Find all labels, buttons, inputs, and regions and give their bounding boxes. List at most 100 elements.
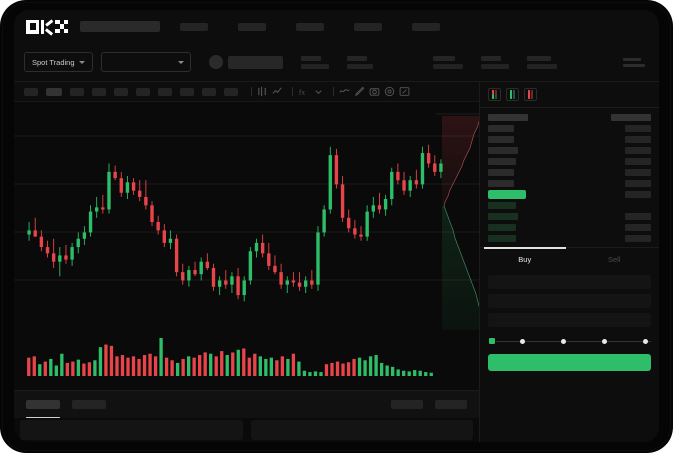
orderbook-ask-row[interactable] xyxy=(480,123,659,134)
trend-icon[interactable] xyxy=(339,86,350,97)
price-field[interactable] xyxy=(488,275,651,289)
timeframe-5m[interactable] xyxy=(46,87,62,96)
slider-stop-50[interactable] xyxy=(561,338,566,344)
orderbook-mode-both-icon[interactable] xyxy=(488,88,501,101)
order-panel-actions xyxy=(391,400,467,409)
toolbar-divider xyxy=(333,87,334,96)
orderbook-mode-bids-icon[interactable] xyxy=(506,88,519,101)
candlestick-chart-icon[interactable] xyxy=(257,86,268,97)
trade-tabs: Buy Sell xyxy=(480,247,659,270)
orderbook-mode-asks-icon[interactable] xyxy=(524,88,537,101)
tab-buy-label: Buy xyxy=(518,255,532,264)
slider-stop-75[interactable] xyxy=(602,338,607,344)
orderbook-bid-row[interactable] xyxy=(480,233,659,244)
indicators-icon[interactable]: fx xyxy=(298,86,309,97)
timeframe-1m[interactable] xyxy=(24,87,38,96)
drawing-tools-icon[interactable] xyxy=(354,86,365,97)
orderbook-ask-row[interactable] xyxy=(480,156,659,167)
stat-high xyxy=(346,55,373,69)
orderbook-ask-row[interactable] xyxy=(480,134,659,145)
stat-change xyxy=(300,55,329,69)
order-panel-tabs xyxy=(14,390,479,418)
slider-stop-25[interactable] xyxy=(520,338,525,344)
pair-selector[interactable] xyxy=(100,52,191,72)
tab-sell[interactable]: Sell xyxy=(570,248,660,270)
logo-glyph-o xyxy=(26,19,39,34)
total-field[interactable] xyxy=(488,313,651,327)
app-header xyxy=(14,10,659,43)
fullscreen-icon[interactable] xyxy=(399,86,410,97)
bottom-panel-positions[interactable] xyxy=(250,420,473,440)
timeframe-15m[interactable] xyxy=(70,87,84,96)
hamburger-icon[interactable] xyxy=(623,57,645,67)
orderbook-panel: Buy Sell xyxy=(479,82,659,442)
tab-buy[interactable]: Buy xyxy=(480,247,570,270)
logo-glyph-x xyxy=(55,19,69,34)
tab-asset-overview[interactable] xyxy=(391,400,423,409)
settings-icon[interactable] xyxy=(384,86,395,97)
ticker-price xyxy=(227,55,283,69)
orderbook-ask-row[interactable] xyxy=(480,178,659,189)
price-chart[interactable] xyxy=(14,102,479,330)
orderbook-bid-row[interactable] xyxy=(480,200,659,211)
coin-icon xyxy=(208,55,223,69)
bottom-panels xyxy=(14,418,479,442)
orderbook-divider xyxy=(480,107,659,108)
orderbook-header-row xyxy=(480,112,659,123)
tab-order-history[interactable] xyxy=(72,400,106,409)
candlestick-series xyxy=(27,144,443,302)
tab-open-orders[interactable] xyxy=(26,400,60,418)
market-type-label: Spot Trading xyxy=(32,57,75,67)
slider-handle[interactable] xyxy=(488,337,496,345)
amount-percent-slider[interactable] xyxy=(488,336,651,346)
stat-volume-quote xyxy=(526,55,557,69)
nav-item-trade[interactable] xyxy=(180,22,208,31)
tab-sell-label: Sell xyxy=(607,255,621,264)
line-chart-icon[interactable] xyxy=(272,86,283,97)
app-screen: Spot Trading xyxy=(14,10,659,442)
toolbar-divider xyxy=(251,87,252,96)
chart-toolbar: fx xyxy=(14,82,479,102)
slider-stop-100[interactable] xyxy=(643,338,648,344)
timeframe-more[interactable] xyxy=(202,87,216,96)
search-input[interactable] xyxy=(80,21,160,32)
volume-chart[interactable] xyxy=(14,330,479,390)
timeframe-1mo[interactable] xyxy=(180,87,194,96)
chevron-down-icon xyxy=(177,60,184,64)
timeframe-4h[interactable] xyxy=(114,87,128,96)
nav-item-markets[interactable] xyxy=(238,22,266,31)
orderbook-view-modes xyxy=(480,82,659,105)
last-price-highlight xyxy=(488,190,526,199)
amount-field[interactable] xyxy=(488,294,651,308)
timeframe-custom[interactable] xyxy=(224,87,238,96)
nav-item-web3[interactable] xyxy=(354,22,382,31)
orderbook-ask-row[interactable] xyxy=(480,145,659,156)
logo-glyph-k xyxy=(40,18,54,35)
snapshot-icon[interactable] xyxy=(369,86,380,97)
stat-low xyxy=(432,55,463,69)
toolbar-divider xyxy=(292,87,293,96)
chevron-down-icon[interactable] xyxy=(313,86,324,97)
timeframe-1h[interactable] xyxy=(92,87,106,96)
buy-submit-button[interactable] xyxy=(488,354,651,371)
orderbook-last-price-row xyxy=(480,189,659,200)
stat-volume-base xyxy=(480,55,509,69)
nav-item-more[interactable] xyxy=(412,22,440,31)
volume-series xyxy=(27,338,433,376)
bottom-panel-orders[interactable] xyxy=(20,420,243,440)
timeframe-1d[interactable] xyxy=(136,87,150,96)
chevron-down-icon xyxy=(78,60,85,64)
slider-track xyxy=(493,340,651,342)
timeframe-1w[interactable] xyxy=(158,87,172,96)
okx-logo[interactable] xyxy=(26,18,69,35)
ticker-bar: Spot Trading xyxy=(14,43,659,82)
orderbook-ask-row[interactable] xyxy=(480,167,659,178)
main-nav xyxy=(180,22,440,31)
orderbook-bid-row[interactable] xyxy=(480,222,659,233)
orderbook-bid-row[interactable] xyxy=(480,211,659,222)
nav-item-earn[interactable] xyxy=(296,22,324,31)
tab-hide-other-pairs[interactable] xyxy=(435,400,467,409)
svg-text:fx: fx xyxy=(299,87,305,96)
market-type-selector[interactable]: Spot Trading xyxy=(24,52,93,72)
